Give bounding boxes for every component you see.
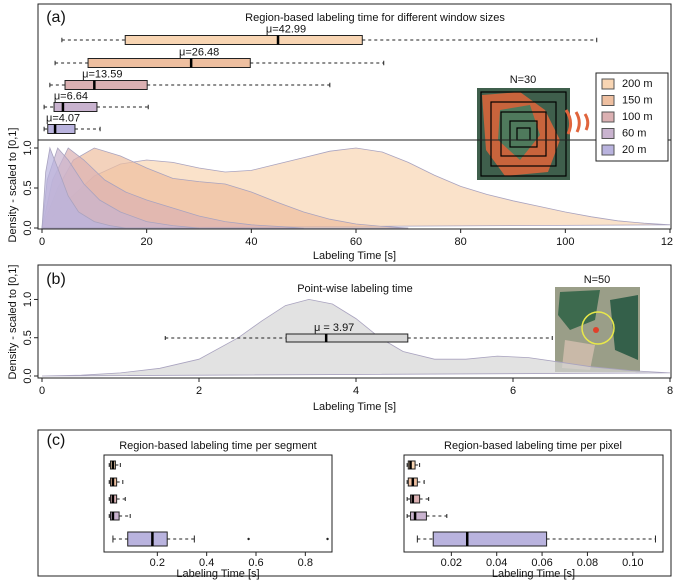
plot-frame — [103, 454, 333, 553]
chart-title: Region-based labeling time for different… — [245, 12, 505, 24]
plot-frame — [37, 264, 672, 379]
box — [410, 511, 427, 521]
image-label: N=50 — [584, 274, 611, 286]
y-axis-label: Density - scaled to [0,1] — [7, 265, 19, 380]
x-tick-label: 60 — [350, 236, 362, 248]
decoration — [564, 109, 573, 135]
x-axis-label: Labeling Time [s] — [492, 568, 575, 580]
chart-title: Region-based labeling time per segment — [119, 440, 317, 452]
x-tick-label: 80 — [455, 236, 467, 248]
x-tick-label: 40 — [245, 236, 257, 248]
x-tick-label: 0.2 — [150, 557, 165, 569]
panel-label: (c) — [47, 432, 66, 449]
legend-swatch — [601, 144, 615, 156]
y-tick-label: 0.0 — [22, 220, 34, 235]
image-patch — [498, 105, 540, 160]
x-tick-label: 0.06 — [531, 557, 552, 569]
annotation: μ=42.99 — [266, 23, 306, 35]
annotation: μ=13.59 — [82, 68, 122, 80]
y-tick-label: 0.0 — [22, 368, 34, 383]
window-square — [490, 101, 557, 167]
x-tick-label: 20 — [141, 236, 153, 248]
outlier — [247, 537, 250, 541]
decoration — [574, 111, 581, 133]
annotation: μ=4.07 — [46, 112, 80, 124]
density-area — [41, 146, 126, 229]
legend-label: 20 m — [622, 144, 646, 156]
annotation: μ=6.64 — [54, 90, 88, 102]
x-tick-label: 6 — [510, 385, 516, 397]
x-tick-label: 8 — [667, 385, 673, 397]
image-patch — [562, 340, 595, 370]
box — [127, 531, 168, 547]
legend-label: 60 m — [622, 127, 646, 139]
legend-swatch — [601, 78, 615, 90]
x-tick-label: 0.10 — [622, 557, 643, 569]
legend-swatch — [601, 95, 615, 106]
x-tick-label: 0.8 — [298, 557, 313, 569]
image-label: N=30 — [510, 74, 537, 86]
box — [109, 511, 120, 521]
x-tick-label: 0.4 — [199, 557, 214, 569]
x-tick-label: 120 — [661, 236, 673, 248]
inset-image — [477, 88, 590, 180]
legend-label: 100 m — [622, 111, 653, 123]
chart-title: Region-based labeling time per pixel — [444, 440, 622, 452]
panel-label: (b) — [46, 271, 66, 288]
x-tick-label: 0.02 — [441, 557, 462, 569]
point-marker — [593, 327, 599, 333]
y-tick-label: 0.5 — [22, 330, 34, 345]
annotation: μ = 3.97 — [314, 322, 354, 334]
inset-image — [555, 287, 640, 372]
box — [53, 102, 98, 112]
y-axis-label: Density - scaled to [0,1] — [7, 128, 19, 243]
legend-swatch — [601, 111, 615, 123]
legend-label: 200 m — [622, 78, 653, 90]
panel-label: (a) — [46, 9, 66, 26]
plot-frame — [37, 3, 672, 230]
x-tick-label: 2 — [196, 385, 202, 397]
window-square — [509, 120, 538, 148]
image-patch — [610, 295, 638, 360]
box — [47, 124, 76, 134]
image-patch — [558, 290, 600, 330]
window-square — [480, 91, 567, 177]
y-tick-label: 0.5 — [22, 180, 34, 195]
legend-label: 150 m — [622, 94, 653, 106]
x-axis-label: Labeling Time [s] — [313, 401, 396, 413]
box — [410, 494, 421, 504]
point-circle — [581, 311, 615, 345]
x-tick-label: 0.6 — [248, 557, 263, 569]
annotation: μ=26.48 — [179, 46, 219, 58]
box — [124, 35, 363, 45]
x-tick-label: 0 — [39, 385, 45, 397]
panel-frame — [37, 429, 672, 577]
box — [87, 58, 251, 68]
box — [432, 531, 548, 547]
legend-swatch — [601, 128, 615, 139]
plot-frame — [403, 454, 664, 553]
x-axis-label: Labeling Time [s] — [176, 568, 259, 580]
chart-title: Point-wise labeling time — [297, 283, 413, 295]
window-square — [500, 111, 547, 157]
box — [285, 333, 409, 343]
box — [64, 80, 148, 90]
x-tick-label: 0.04 — [486, 557, 507, 569]
y-tick-label: 1.0 — [22, 140, 34, 155]
x-tick-label: 100 — [556, 236, 574, 248]
x-tick-label: 0 — [39, 236, 45, 248]
x-axis-label: Labeling Time [s] — [313, 250, 396, 262]
outlier — [326, 537, 329, 541]
x-tick-label: 0.08 — [577, 557, 598, 569]
y-tick-label: 1.0 — [22, 292, 34, 307]
decoration — [583, 113, 590, 131]
x-tick-label: 4 — [353, 385, 359, 397]
